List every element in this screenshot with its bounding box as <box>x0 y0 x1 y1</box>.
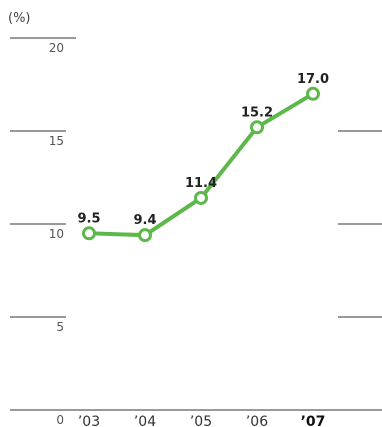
data-point-2 <box>196 192 207 203</box>
data-label-4: 17.0 <box>297 72 329 87</box>
x-tick-3: ’06 <box>246 414 268 427</box>
y-tick-5: 5 <box>56 320 64 334</box>
series-line <box>89 94 313 235</box>
x-tick-1: ’04 <box>134 414 156 427</box>
y-tick-20: 20 <box>49 41 64 55</box>
y-tick-0: 0 <box>56 413 64 427</box>
x-axis-ticks: ’03 ’04 ’05 ’06 ’07 <box>78 414 326 427</box>
y-axis-ticks: 0 5 10 15 20 <box>49 41 64 427</box>
data-point-4 <box>308 88 319 99</box>
data-label-2: 11.4 <box>185 176 217 191</box>
y-axis-unit-label: (%) <box>8 11 31 26</box>
data-point-3 <box>252 122 263 133</box>
data-label-0: 9.5 <box>77 211 100 226</box>
y-tick-15: 15 <box>49 134 64 148</box>
x-tick-0: ’03 <box>78 414 100 427</box>
grid-lines <box>10 38 382 410</box>
data-labels: 9.5 9.4 11.4 15.2 17.0 <box>77 72 329 228</box>
x-tick-4: ’07 <box>301 414 326 427</box>
data-point-1 <box>140 230 151 241</box>
y-tick-10: 10 <box>49 227 64 241</box>
data-label-1: 9.4 <box>133 213 156 228</box>
data-label-3: 15.2 <box>241 105 273 120</box>
series-line-group <box>84 88 319 240</box>
x-tick-2: ’05 <box>190 414 212 427</box>
data-point-0 <box>84 228 95 239</box>
